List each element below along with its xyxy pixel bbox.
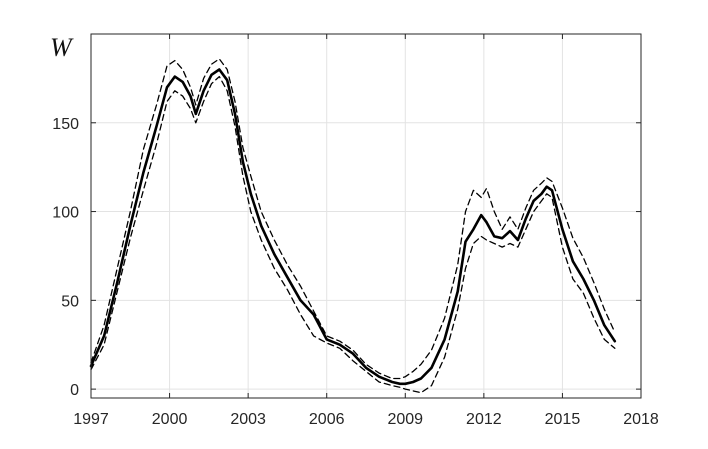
x-tick-label: 2018 (623, 411, 659, 428)
ticks (90, 34, 642, 398)
y-tick-label: 50 (61, 293, 79, 310)
y-tick-labels: 0 50 100 150 (52, 116, 79, 399)
y-tick-label: 150 (52, 116, 79, 133)
y-axis-label: W (50, 33, 74, 62)
series-line-dashed (90, 75, 616, 394)
x-tick-label: 2003 (230, 411, 266, 428)
y-tick-label: 100 (52, 205, 79, 222)
axes-box (90, 33, 642, 399)
x-tick-label: 2006 (309, 411, 345, 428)
x-tick-labels: 1997 2000 2003 2006 2009 2012 2015 2018 (73, 411, 659, 428)
x-tick-label: 2012 (466, 411, 502, 428)
series-layer (89, 58, 617, 394)
x-tick-label: 2000 (152, 411, 188, 428)
series-line-main (89, 68, 617, 386)
y-tick-label: 0 (70, 382, 79, 399)
grid (90, 34, 642, 398)
series-line-dashed (90, 58, 616, 380)
x-tick-label: 2009 (387, 411, 423, 428)
x-tick-label: 2015 (545, 411, 581, 428)
x-tick-label: 1997 (73, 411, 109, 428)
